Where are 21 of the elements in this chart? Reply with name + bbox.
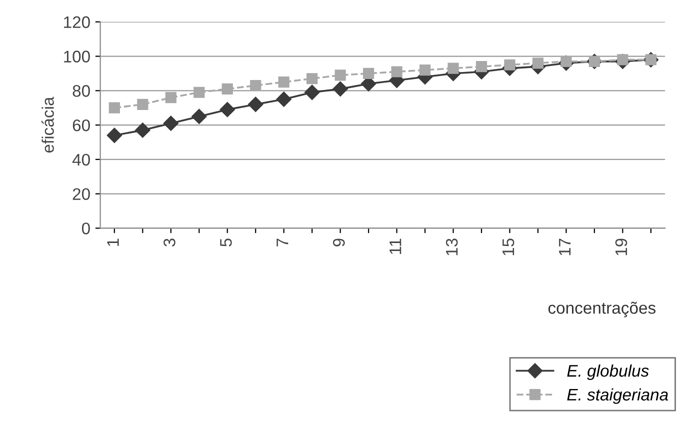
x-tick-label: 19: [615, 238, 628, 256]
x-tick-label: 3: [164, 238, 176, 247]
y-tick-label: 80: [72, 85, 90, 97]
x-tick-label: 9: [332, 238, 345, 246]
legend-label: E. staigeriana: [567, 388, 668, 404]
y-tick-label: 120: [64, 16, 90, 28]
x-tick-label: 11: [390, 238, 402, 254]
legend-label: E. globulus: [567, 364, 649, 380]
x-tick-label: 13: [446, 238, 458, 256]
y-tick-label: 20: [72, 188, 90, 200]
x-tick-label: 15: [502, 238, 514, 256]
y-tick-label: 100: [64, 50, 90, 62]
y-axis-title: eficácia: [41, 96, 54, 153]
x-tick-label: 17: [559, 238, 570, 256]
y-tick-label: 60: [72, 119, 90, 132]
x-tick-label: 5: [220, 238, 232, 247]
y-tick-label: 40: [72, 154, 90, 166]
x-tick-label: 7: [276, 238, 288, 246]
x-axis-title: concentrações: [548, 302, 656, 318]
y-tick-label: 0: [82, 222, 90, 234]
x-tick-label: 1: [107, 238, 119, 246]
